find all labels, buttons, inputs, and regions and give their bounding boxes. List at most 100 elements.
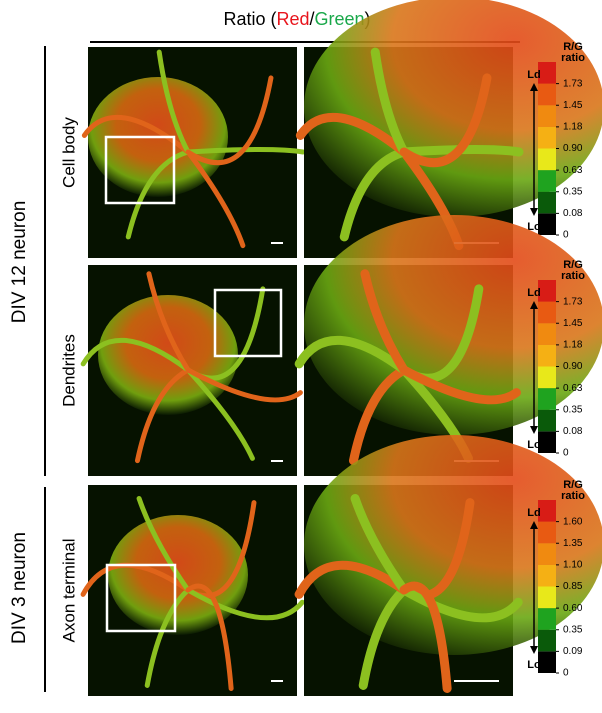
micrograph-process (185, 583, 234, 691)
micrograph-process (399, 73, 492, 168)
inset-box (104, 135, 176, 205)
micrograph-process (294, 560, 409, 599)
row-label: Cell body (59, 117, 78, 188)
colorbar-title: ratio (561, 490, 585, 502)
header-part: / (310, 9, 315, 29)
colorbar-tick-label: 0.85 (563, 581, 583, 592)
micrograph-process (156, 49, 191, 155)
arrow-head (530, 646, 538, 654)
colorbar-tick-label: 0.90 (563, 143, 583, 154)
colorbar-segment (538, 521, 556, 544)
colorbar-tick-label: 0.63 (563, 165, 583, 176)
colorbar-segment (538, 62, 556, 84)
micrograph-process (144, 587, 191, 688)
micrograph-process (185, 75, 274, 166)
row-label: Axon terminal (59, 539, 78, 643)
group-label: DIV 3 neuron (9, 532, 30, 644)
header-part: Ratio ( (223, 9, 276, 29)
colorbar-tick-label: 1.10 (563, 560, 583, 571)
micrograph-process (81, 114, 191, 155)
colorbar-segment (538, 500, 556, 522)
colorbar-title: R/G (563, 41, 583, 53)
colorbar-tick-label: 0 (563, 448, 569, 459)
micrograph-process (350, 493, 409, 595)
micrograph-process (136, 495, 191, 593)
inset-box (105, 563, 177, 633)
group-label: DIV 12 neuron (9, 201, 30, 324)
colorbar-segment (538, 629, 556, 652)
colorbar-tick-label: 1.60 (563, 516, 583, 527)
colorbar-tick-label: 1.18 (563, 340, 583, 351)
micrograph-process (80, 337, 191, 373)
colorbar-segment (538, 608, 556, 630)
micrograph-process (294, 335, 409, 375)
micrograph-process (399, 585, 523, 623)
colorbar-segment (538, 564, 556, 587)
colorbar-segment (538, 543, 556, 565)
colorbar-segment (538, 83, 556, 106)
colorbar-segment (538, 409, 556, 432)
colorbar-tick-label: 1.45 (563, 100, 583, 111)
micrograph-process (146, 271, 191, 373)
micrograph-process (295, 112, 409, 157)
colorbar-tick-label: 1.73 (563, 78, 583, 89)
micrograph-process (125, 149, 191, 240)
inset-box (213, 288, 283, 358)
colorbar-segment (538, 651, 556, 673)
micrograph-signal (304, 435, 602, 655)
colorbar-segment (538, 280, 556, 302)
micrograph-process (134, 367, 191, 464)
colorbar-segment (538, 388, 556, 410)
colorbar-segment (538, 366, 556, 389)
colorbar-tick-label: 1.35 (563, 538, 583, 549)
colorbar-high: Ld (527, 507, 540, 519)
arrow-head (530, 301, 538, 309)
colorbar-tick-label: 0.08 (563, 426, 583, 437)
arrow-head (530, 208, 538, 216)
colorbar-tick-label: 0.60 (563, 603, 583, 614)
arrow-head (530, 83, 538, 91)
colorbar-segment (538, 170, 556, 192)
colorbar-tick-label: 0.63 (563, 383, 583, 394)
colorbar-segment (538, 323, 556, 345)
colorbar-tick-label: 0.90 (563, 361, 583, 372)
colorbar-tick-label: 0.35 (563, 404, 583, 415)
micrograph-process (185, 587, 305, 621)
colorbar-segment (538, 431, 556, 453)
colorbar-tick-label: 0.08 (563, 208, 583, 219)
micrograph-process (348, 365, 409, 466)
arrow-head (530, 521, 538, 529)
colorbar-title: R/G (563, 479, 583, 491)
colorbar-tick-label: 0.35 (563, 186, 583, 197)
colorbar-tick-label: 0.35 (563, 624, 583, 635)
colorbar-segment (538, 126, 556, 149)
micrograph-process (339, 147, 409, 242)
micrograph-process (370, 47, 409, 157)
colorbar-low: Lo (527, 659, 541, 671)
colorbar-low: Lo (527, 221, 541, 233)
colorbar-low: Lo (527, 439, 541, 451)
colorbar-high: Ld (527, 69, 540, 81)
micrograph-process (358, 585, 409, 690)
colorbar-segment (538, 148, 556, 171)
colorbar-tick-label: 1.18 (563, 122, 583, 133)
colorbar-segment (538, 301, 556, 324)
micrograph-process (185, 147, 306, 155)
colorbar-tick-label: 0 (563, 668, 569, 679)
colorbar-segment (538, 191, 556, 214)
micrograph-process (185, 367, 303, 403)
colorbar-tick-label: 0.09 (563, 646, 583, 657)
micrograph-process (185, 149, 246, 249)
colorbar-segment (538, 105, 556, 127)
row-label: Dendrites (59, 334, 78, 407)
header-title: Ratio (Red/Green) (223, 9, 370, 29)
micrograph-process (399, 145, 524, 157)
colorbar-tick-label: 0 (563, 230, 569, 241)
header-part: Red (276, 9, 309, 29)
colorbar-segment (538, 213, 556, 235)
micrograph-signal (304, 0, 602, 217)
micrograph-signal (304, 215, 602, 435)
colorbar-high: Ld (527, 287, 540, 299)
micrograph-process (360, 269, 409, 375)
